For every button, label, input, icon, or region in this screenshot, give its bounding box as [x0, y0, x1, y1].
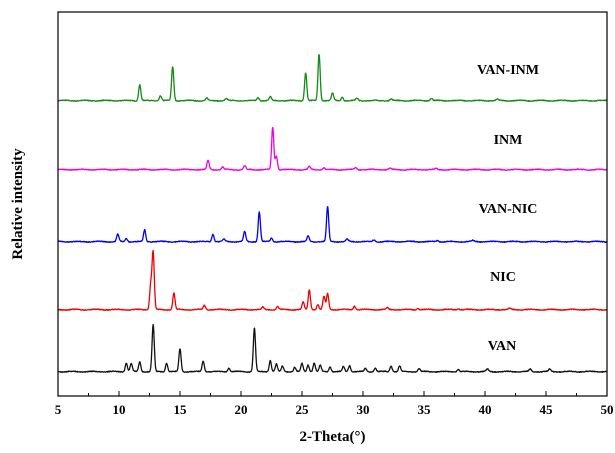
- series-label-van: VAN: [488, 339, 517, 354]
- x-tick-label: 5: [55, 402, 62, 417]
- x-tick-label: 15: [174, 402, 188, 417]
- series-line-van-inm: [57, 54, 608, 103]
- series-label-van-nic: VAN-NIC: [479, 202, 538, 217]
- x-axis-title: 2-Theta(°): [300, 429, 366, 445]
- series-label-inm: INM: [494, 133, 523, 148]
- series-line-van-nic: [57, 206, 608, 244]
- x-tick-label: 35: [418, 402, 432, 417]
- x-tick-label: 50: [601, 402, 614, 417]
- series-labels: VAN-INM INM VAN-NIC NIC VAN: [477, 63, 539, 354]
- x-axis-ticks: 5 10 15 20 25 30 35 40 45 50: [55, 391, 614, 417]
- series-label-nic: NIC: [490, 270, 516, 285]
- series-line-van: [57, 323, 608, 374]
- series-layer: [57, 54, 608, 374]
- x-tick-label: 20: [235, 402, 248, 417]
- x-tick-label: 25: [296, 402, 310, 417]
- series-label-van-inm: VAN-INM: [477, 63, 539, 78]
- x-tick-label: 40: [479, 402, 492, 417]
- y-axis-title: Relative intensity: [10, 148, 26, 260]
- x-tick-label: 30: [357, 402, 370, 417]
- x-tick-label: 45: [540, 402, 554, 417]
- series-line-nic: [57, 249, 608, 312]
- x-tick-label: 10: [113, 402, 126, 417]
- series-line-inm: [57, 126, 608, 171]
